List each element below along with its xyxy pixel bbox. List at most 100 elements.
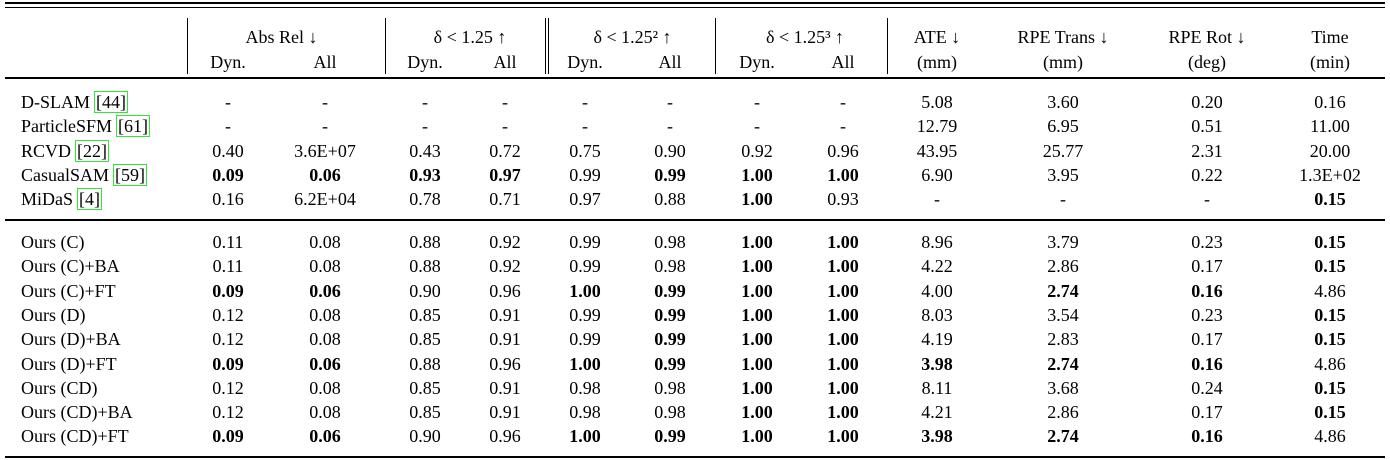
cell: 0.16 — [1191, 353, 1223, 374]
cell: 2.31 — [1191, 140, 1223, 161]
column-header: Time — [1311, 27, 1349, 47]
cell: 0.98 — [569, 402, 601, 423]
cell: 0.85 — [409, 304, 441, 325]
cell: 0.16 — [1191, 280, 1223, 301]
cell: 3.79 — [1047, 232, 1079, 252]
method-name: Ours (CD)+FT — [21, 426, 129, 447]
cell: 25.77 — [1042, 140, 1084, 161]
cell: 0.99 — [654, 164, 686, 185]
cell: - — [840, 116, 846, 137]
row-label: Ours (CD) — [21, 379, 98, 397]
cell: 0.90 — [409, 426, 441, 447]
cell: - — [754, 92, 760, 112]
row-label: ParticleSFM [61] — [21, 115, 151, 138]
cell: 1.00 — [827, 353, 859, 374]
column-header: δ < 1.25³ ↑ — [765, 27, 845, 47]
cell: 0.17 — [1191, 256, 1223, 277]
row-label: Ours (CD)+BA — [21, 403, 133, 421]
cell: 0.96 — [489, 353, 521, 374]
cell: 0.17 — [1191, 329, 1223, 350]
cell: 4.22 — [921, 256, 953, 277]
cell: 0.99 — [654, 329, 686, 350]
cell: 1.00 — [827, 329, 859, 350]
cell: 8.03 — [921, 304, 953, 325]
method-name: Ours (CD)+BA — [21, 402, 133, 423]
cell: 0.16 — [212, 189, 244, 210]
cell: 0.93 — [827, 189, 859, 210]
cell: 6.95 — [1047, 116, 1079, 137]
cell: - — [582, 92, 588, 112]
column-divider — [887, 18, 888, 74]
cell: 2.83 — [1047, 329, 1079, 350]
cell: 0.96 — [827, 140, 859, 161]
column-subheader: (min) — [1310, 52, 1350, 72]
column-header: δ < 1.25² ↑ — [593, 27, 672, 47]
citation: [4] — [77, 188, 103, 211]
row-label: Ours (C)+BA — [21, 257, 120, 275]
cell: 0.08 — [309, 304, 341, 325]
cell: 1.00 — [827, 402, 859, 423]
method-name: Ours (CD) — [21, 377, 98, 398]
column-divider — [187, 18, 188, 74]
cell: 0.97 — [489, 164, 521, 185]
cell: 0.15 — [1314, 377, 1346, 398]
cell: - — [502, 116, 508, 137]
row-label: D-SLAM [44] — [21, 91, 129, 113]
rule — [5, 219, 1385, 221]
cell: 0.08 — [309, 377, 341, 398]
cell: 0.88 — [409, 353, 441, 374]
method-name: Ours (C)+BA — [21, 256, 120, 277]
cell: 0.99 — [654, 426, 686, 447]
column-divider — [545, 18, 546, 74]
column-subheader: Dyn. — [407, 52, 443, 72]
cell: 3.95 — [1047, 164, 1079, 185]
cell: 3.98 — [921, 426, 953, 447]
row-label: Ours (D)+BA — [21, 330, 121, 348]
method-name: RCVD — [21, 140, 72, 161]
cell: 3.98 — [921, 353, 953, 374]
cell: 0.43 — [409, 140, 441, 161]
cell: 0.20 — [1191, 92, 1223, 112]
cell: - — [322, 92, 328, 112]
cell: 4.21 — [921, 402, 953, 423]
cell: 1.00 — [569, 280, 601, 301]
cell: 1.00 — [827, 280, 859, 301]
cell: - — [840, 92, 846, 112]
cell: 0.91 — [489, 329, 521, 350]
cell: 1.00 — [741, 353, 773, 374]
method-name: MiDaS — [21, 189, 74, 210]
cell: 1.00 — [827, 256, 859, 277]
cell: 0.24 — [1191, 377, 1223, 398]
cell: 8.11 — [921, 377, 953, 398]
column-subheader: Dyn. — [567, 52, 603, 72]
cell: 1.00 — [741, 377, 773, 398]
cell: 3.68 — [1047, 377, 1079, 398]
cell: - — [225, 92, 231, 112]
cell: 43.95 — [916, 140, 958, 161]
cell: 3.6E+07 — [294, 140, 356, 161]
citation: [44] — [94, 91, 129, 113]
cell: 0.09 — [212, 164, 244, 185]
cell: 0.90 — [409, 280, 441, 301]
cell: 0.92 — [489, 232, 521, 252]
cell: 0.06 — [309, 164, 341, 185]
cell: 1.00 — [827, 232, 859, 252]
cell: 0.90 — [654, 140, 686, 161]
cell: 1.00 — [741, 256, 773, 277]
cell: 0.96 — [489, 426, 521, 447]
cell: 1.00 — [827, 377, 859, 398]
cell: 0.15 — [1314, 402, 1346, 423]
cell: 0.09 — [212, 353, 244, 374]
cell: 1.00 — [827, 164, 859, 185]
method-name: CasualSAM — [21, 164, 110, 185]
cell: 1.00 — [741, 232, 773, 252]
cell: - — [1204, 189, 1210, 210]
rule — [5, 2, 1385, 4]
cell: 0.72 — [489, 140, 521, 161]
cell: 2.86 — [1047, 402, 1079, 423]
cell: - — [934, 189, 940, 210]
cell: 0.16 — [1191, 426, 1223, 447]
cell: 1.00 — [741, 329, 773, 350]
cell: 0.08 — [309, 256, 341, 277]
column-header: RPE Rot ↓ — [1168, 27, 1246, 47]
